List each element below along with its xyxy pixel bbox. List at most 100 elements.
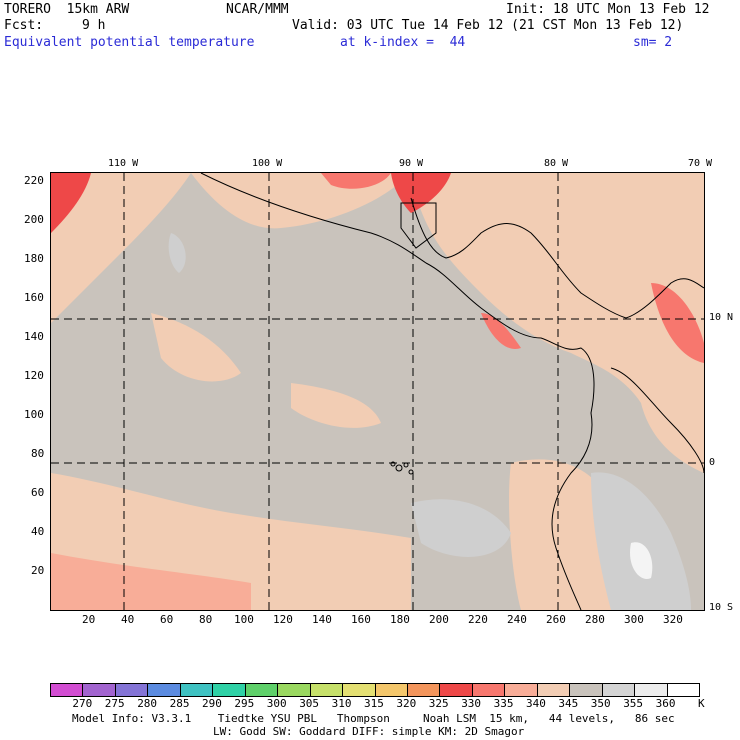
colorbar-label: 275 bbox=[104, 697, 125, 710]
lat-label-10n: 10 N bbox=[709, 312, 734, 323]
level-label: at k-index = 44 bbox=[340, 35, 466, 50]
forecast-hour: 9 h bbox=[82, 18, 106, 33]
y-tick-label: 220 bbox=[24, 174, 44, 187]
x-tick-label: 160 bbox=[351, 613, 371, 626]
y-tick-label: 200 bbox=[24, 213, 44, 226]
cool-patch-east-pacific bbox=[411, 499, 511, 557]
y-tick-label: 60 bbox=[31, 486, 45, 499]
temperature-map bbox=[51, 173, 704, 610]
colorbar-segment bbox=[83, 684, 116, 696]
colorbar-label: 295 bbox=[234, 697, 255, 710]
colorbar-segment bbox=[570, 684, 603, 696]
country-border-guatemala bbox=[400, 202, 437, 249]
cold-spot-andes bbox=[630, 542, 653, 579]
colorbar-label: 355 bbox=[623, 697, 644, 710]
warm-band-southwest bbox=[51, 553, 251, 610]
warm-spot-mexico bbox=[321, 173, 391, 189]
colorbar-segment bbox=[115, 684, 149, 696]
colorbar-label: 330 bbox=[461, 697, 482, 710]
field-name: Equivalent potential temperature bbox=[4, 35, 255, 50]
colorbar-segment bbox=[213, 684, 246, 696]
colorbar-label: 335 bbox=[493, 697, 514, 710]
warm-spot-colombia bbox=[651, 283, 704, 363]
colorbar-unit: K bbox=[698, 697, 705, 710]
y-tick-label: 160 bbox=[24, 291, 44, 304]
x-tick-label: 120 bbox=[273, 613, 293, 626]
x-tick-label: 80 bbox=[199, 613, 213, 626]
lat-label-10s: 10 S bbox=[709, 602, 734, 613]
x-tick-label: 100 bbox=[234, 613, 254, 626]
warm-patch-west bbox=[151, 313, 241, 382]
colorbar-segment bbox=[375, 684, 408, 696]
lat-label-0: 0 bbox=[709, 457, 716, 468]
colorbar-segment bbox=[602, 684, 636, 696]
map-panel bbox=[50, 172, 705, 611]
warm-band-northwest bbox=[51, 173, 191, 323]
warm-patch-central bbox=[291, 383, 381, 428]
colorbar bbox=[50, 683, 700, 697]
colorbar-segment bbox=[635, 684, 668, 696]
colorbar-segment bbox=[537, 684, 571, 696]
colorbar-label: 315 bbox=[364, 697, 384, 710]
lon-label-90w: 90 W bbox=[399, 158, 424, 169]
colorbar-label: 325 bbox=[428, 697, 449, 710]
colorbar-label: 300 bbox=[266, 697, 287, 710]
colorbar-label: 320 bbox=[396, 697, 417, 710]
colorbar-segment bbox=[505, 684, 538, 696]
lon-label-100w: 100 W bbox=[252, 158, 283, 169]
y-tick-label: 40 bbox=[31, 525, 45, 538]
lon-label-70w: 70 W bbox=[688, 158, 713, 169]
colorbar-segment bbox=[472, 684, 506, 696]
x-tick-label: 220 bbox=[468, 613, 488, 626]
cool-patch-andes bbox=[591, 472, 691, 610]
x-tick-label: 20 bbox=[82, 613, 96, 626]
colorbar-label: 345 bbox=[558, 697, 579, 710]
colorbar-segment bbox=[148, 684, 181, 696]
colorbar-segment bbox=[310, 684, 344, 696]
country-border-andes bbox=[610, 367, 704, 474]
warm-spot-costa-rica bbox=[481, 313, 521, 349]
colorbar-segment bbox=[440, 684, 473, 696]
caribbean-coastline bbox=[410, 197, 704, 319]
colorbar-label: 270 bbox=[72, 697, 93, 710]
hot-spot-northwest bbox=[51, 173, 91, 233]
x-tick-label: 40 bbox=[121, 613, 135, 626]
x-tick-label: 240 bbox=[507, 613, 527, 626]
colorbar-label: 310 bbox=[331, 697, 352, 710]
colorbar-label: 290 bbox=[202, 697, 222, 710]
x-tick-label: 260 bbox=[546, 613, 566, 626]
colorbar-label: 360 bbox=[655, 697, 676, 710]
y-tick-label: 100 bbox=[24, 408, 44, 421]
x-tick-label: 300 bbox=[624, 613, 644, 626]
colorbar-label: 340 bbox=[526, 697, 546, 710]
y-tick-label: 80 bbox=[31, 447, 45, 460]
colorbar-segment bbox=[343, 684, 376, 696]
y-tick-label: 180 bbox=[24, 252, 44, 265]
organization-label: NCAR/MMM bbox=[226, 2, 289, 17]
smoothing-label: sm= 2 bbox=[633, 35, 673, 50]
colorbar-segment bbox=[278, 684, 311, 696]
y-tick-label: 120 bbox=[24, 369, 44, 382]
valid-time: Valid: 03 UTC Tue 14 Feb 12 (21 CST Mon … bbox=[292, 18, 684, 33]
pacific-coastline bbox=[200, 173, 595, 610]
model-title: TORERO 15km ARW bbox=[4, 2, 130, 17]
x-tick-label: 60 bbox=[160, 613, 174, 626]
x-tick-label: 320 bbox=[663, 613, 683, 626]
physics-info-line: LW: Godd SW: Goddard DIFF: simple KM: 2D… bbox=[213, 725, 525, 738]
colorbar-segment bbox=[180, 684, 214, 696]
init-time: Init: 18 UTC Mon 13 Feb 12 bbox=[506, 2, 710, 17]
model-info-line: Model Info: V3.3.1 Tiedtke YSU PBL Thomp… bbox=[72, 712, 675, 725]
colorbar-segment bbox=[667, 684, 700, 696]
lon-label-110w: 110 W bbox=[108, 158, 139, 169]
y-tick-label: 20 bbox=[31, 564, 45, 577]
x-tick-label: 200 bbox=[429, 613, 449, 626]
y-tick-label: 140 bbox=[24, 330, 44, 343]
lat-lon-grid bbox=[51, 173, 704, 610]
colorbar-label: 350 bbox=[590, 697, 611, 710]
colorbar-label: 285 bbox=[169, 697, 190, 710]
colorbar-label: 305 bbox=[299, 697, 320, 710]
colorbar-label: 280 bbox=[137, 697, 158, 710]
lon-label-80w: 80 W bbox=[544, 158, 569, 169]
colorbar-segment bbox=[407, 684, 441, 696]
cool-patch-north bbox=[168, 233, 186, 273]
